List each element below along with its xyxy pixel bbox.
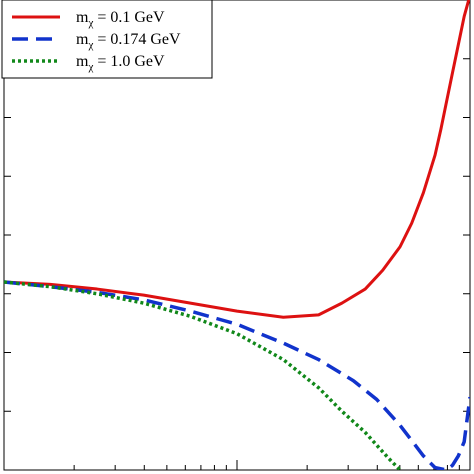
legend-label-1: mχ = 0.1 GeV	[76, 9, 165, 29]
legend-label-3: mχ = 1.0 GeV	[76, 53, 165, 73]
series-line-2	[4, 280, 470, 470]
legend-label-2: mχ = 0.174 GeV	[76, 31, 181, 51]
series-layer	[4, 0, 470, 470]
series-line-1	[4, 0, 470, 319]
